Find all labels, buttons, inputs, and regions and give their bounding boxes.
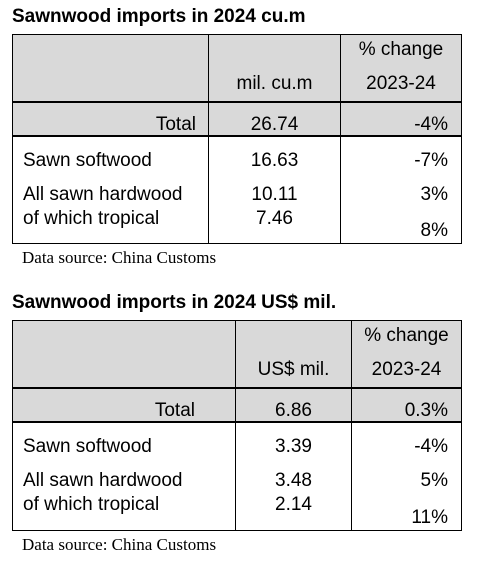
table1-title: Sawnwood imports in 2024 cu.m <box>12 6 306 27</box>
table1-softwood-change: -7% <box>414 150 448 171</box>
table2-softwood-label: Sawn softwood <box>23 436 152 457</box>
table1-col-divider <box>208 35 209 243</box>
table2-source: Data source: China Customs <box>22 535 217 554</box>
table1-total-change: -4% <box>414 114 448 135</box>
table2-title: Sawnwood imports in 2024 US$ mil. <box>12 292 337 313</box>
table2-total-change: 0.3% <box>404 400 448 421</box>
table2-softwood-value: 3.39 <box>275 436 312 457</box>
table2-change-header: % change <box>364 325 449 346</box>
table1-change-header: % change <box>358 39 444 60</box>
table2-hardwood-change: 5% <box>420 470 448 491</box>
table2-tropical-label: of which tropical <box>23 494 160 515</box>
table2-tropical-change: 11% <box>411 507 448 528</box>
table1-softwood-value: 16.63 <box>250 150 299 171</box>
table1-change-period: 2023-24 <box>366 73 436 94</box>
table2-softwood-change: -4% <box>414 436 448 457</box>
table2-row-divider <box>13 387 461 389</box>
table2-tropical-value: 2.14 <box>275 494 312 515</box>
table2-col-divider <box>235 321 236 530</box>
table1-source: Data source: China Customs <box>22 248 217 267</box>
table1-row-divider <box>13 135 461 137</box>
table1-tropical-value: 7.46 <box>256 208 293 229</box>
table1-total-shade <box>13 103 461 135</box>
table1-row-divider <box>13 101 461 103</box>
table2-change-period: 2023-24 <box>371 359 442 380</box>
table1-header-shade <box>13 35 461 101</box>
table2-value-header: US$ mil. <box>257 359 330 380</box>
table1-hardwood-value: 10.11 <box>251 184 298 205</box>
table2-col-divider <box>351 321 352 530</box>
table1: mil. cu.m % change 2023-24 Total 26.74 -… <box>12 34 462 244</box>
table1-value-header: mil. cu.m <box>236 73 313 94</box>
table2-hardwood-value: 3.48 <box>275 470 312 491</box>
table2: US$ mil. % change 2023-24 Total 6.86 0.3… <box>12 320 462 531</box>
table1-total-label: Total <box>155 114 196 135</box>
table2-total-shade <box>13 389 461 421</box>
table2-total-value: 6.86 <box>275 400 312 421</box>
table1-total-value: 26.74 <box>250 114 299 135</box>
table1-col-divider <box>340 35 341 243</box>
table1-hardwood-change: 3% <box>420 184 448 205</box>
table1-hardwood-label: All sawn hardwood <box>23 184 183 205</box>
table2-hardwood-label: All sawn hardwood <box>23 470 183 491</box>
table1-softwood-label: Sawn softwood <box>23 150 152 171</box>
table2-total-label: Total <box>154 400 195 421</box>
table1-tropical-label: of which tropical <box>23 208 160 229</box>
table2-row-divider <box>13 421 461 423</box>
table2-header-shade <box>13 321 461 387</box>
table1-tropical-change: 8% <box>420 220 448 241</box>
